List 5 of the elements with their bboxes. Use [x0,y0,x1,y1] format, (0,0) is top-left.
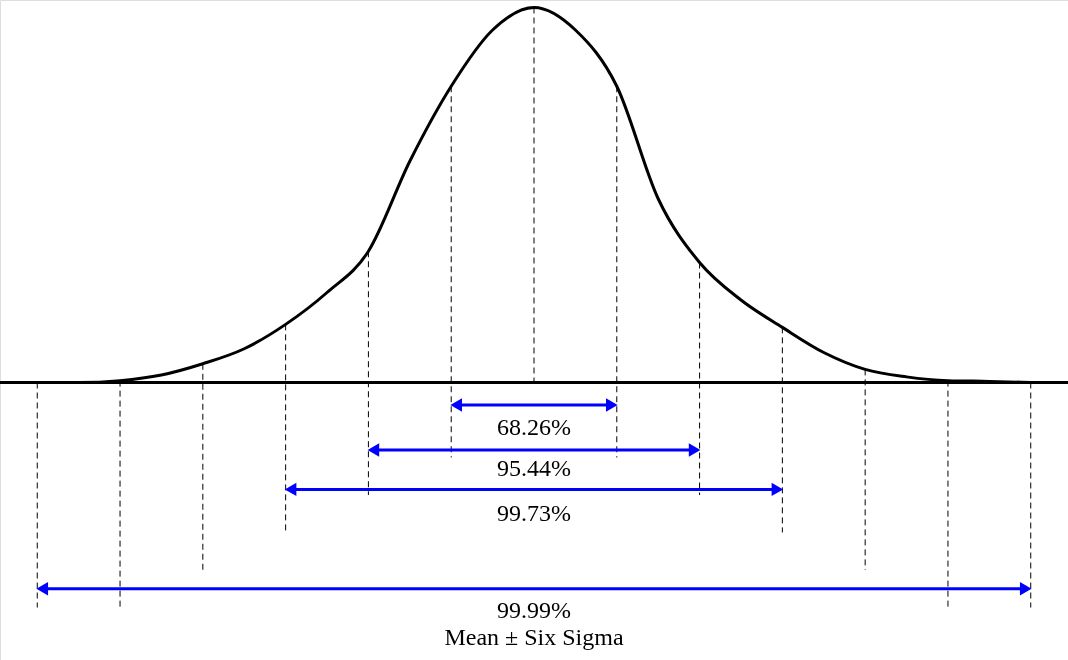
text: 95.44% [497,454,571,481]
text: 99.73% [497,499,571,526]
text: 68.26% [497,413,571,440]
text: Mean ± Six Sigma [444,623,624,650]
text: 99.99% [497,597,571,624]
